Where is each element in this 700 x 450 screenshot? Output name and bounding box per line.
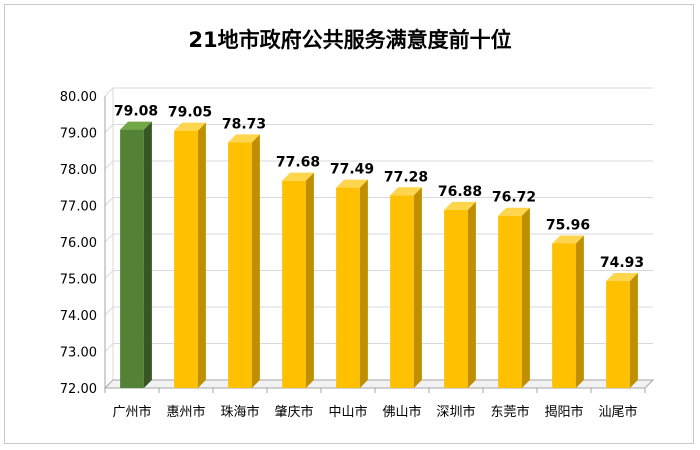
data-label: 77.68 [276, 155, 320, 171]
bar-front [174, 130, 198, 389]
y-tick-label: 74.00 [60, 309, 97, 324]
bar-top [390, 187, 422, 196]
data-label: 77.28 [384, 169, 428, 185]
x-tick-label: 东莞市 [490, 404, 529, 420]
bar-top [606, 273, 638, 282]
bar-7 [444, 201, 476, 388]
x-tick-label: 揭阳市 [544, 404, 583, 420]
chart-frame: 21地市政府公共服务满意度前十位 72.00 73.00 74.00 75.00 76.… [4, 4, 694, 444]
x-tick-label: 珠海市 [220, 404, 259, 420]
gridline-depth [104, 160, 114, 170]
x-tick-label: 深圳市 [436, 404, 475, 420]
bar-8 [498, 207, 530, 388]
bar-top [336, 179, 368, 188]
bar-side [629, 273, 638, 388]
bar-front [282, 180, 306, 388]
bar-side [413, 187, 422, 388]
bar-top [120, 121, 152, 130]
bar-1 [120, 121, 152, 388]
bar-4 [282, 172, 314, 388]
x-tick-label: 肇庆市 [274, 404, 313, 420]
bar-front [552, 243, 576, 388]
bar-side [521, 207, 530, 388]
bar-top [282, 172, 314, 181]
bar-front [390, 195, 414, 388]
gridline-depth [104, 270, 114, 279]
y-tick-label: 78.00 [60, 163, 97, 178]
y-tick-label: 75.00 [60, 273, 97, 288]
gridline-depth [104, 87, 114, 97]
y-tick-label: 80.00 [60, 90, 97, 105]
bar-front [444, 209, 468, 388]
bar-9 [552, 235, 584, 388]
bar-top [444, 201, 476, 210]
bar-front [120, 129, 144, 388]
bar-top [228, 134, 260, 143]
bar-top [174, 122, 206, 131]
plot-area: 72.00 73.00 74.00 75.00 76.00 77.00 78.00 79.00… [60, 87, 655, 420]
bar-front [336, 187, 360, 388]
bar-side [197, 122, 206, 389]
bar-top [552, 235, 584, 244]
chart-title: 21地市政府公共服务满意度前十位 [188, 28, 511, 52]
bar-side [305, 172, 314, 388]
data-label: 78.73 [222, 116, 266, 132]
bar-chart: 21地市政府公共服务满意度前十位 72.00 73.00 74.00 75.00 76.… [60, 28, 655, 420]
bar-side [575, 235, 584, 388]
data-label: 75.96 [546, 217, 590, 233]
gridline-depth [104, 343, 114, 352]
y-tick-label: 73.00 [60, 346, 97, 361]
bar-side [143, 121, 152, 388]
gridline-depth [104, 124, 114, 133]
bar-front [606, 281, 630, 388]
bar-3 [228, 134, 260, 388]
x-tick-label: 汕尾市 [598, 404, 637, 420]
x-tick-label: 佛山市 [382, 404, 421, 420]
bar-front [498, 215, 522, 388]
bar-10 [606, 273, 638, 388]
bar-side [251, 134, 260, 388]
bar-2 [174, 122, 206, 389]
gridline-depth [104, 197, 114, 206]
data-label: 77.49 [330, 162, 374, 178]
bar-side [359, 179, 368, 388]
y-tick-label: 72.00 [60, 382, 97, 397]
bar-6 [390, 187, 422, 388]
bar-front [228, 142, 252, 388]
data-label: 79.08 [114, 104, 158, 120]
data-label: 74.93 [600, 255, 644, 271]
y-tick-label: 77.00 [60, 200, 97, 215]
y-tick-label: 76.00 [60, 236, 97, 251]
data-label: 76.72 [492, 190, 536, 206]
x-tick-label: 惠州市 [166, 404, 205, 420]
data-label: 76.88 [438, 184, 482, 200]
data-label: 79.05 [168, 105, 212, 121]
gridline-depth [104, 306, 114, 316]
bar-5 [336, 179, 368, 388]
gridline-depth [104, 233, 114, 243]
y-tick-label: 79.00 [60, 127, 97, 142]
x-tick-label: 中山市 [328, 404, 367, 420]
bar-top [498, 207, 530, 216]
bar-side [467, 201, 476, 388]
x-tick-label: 广州市 [112, 404, 151, 420]
